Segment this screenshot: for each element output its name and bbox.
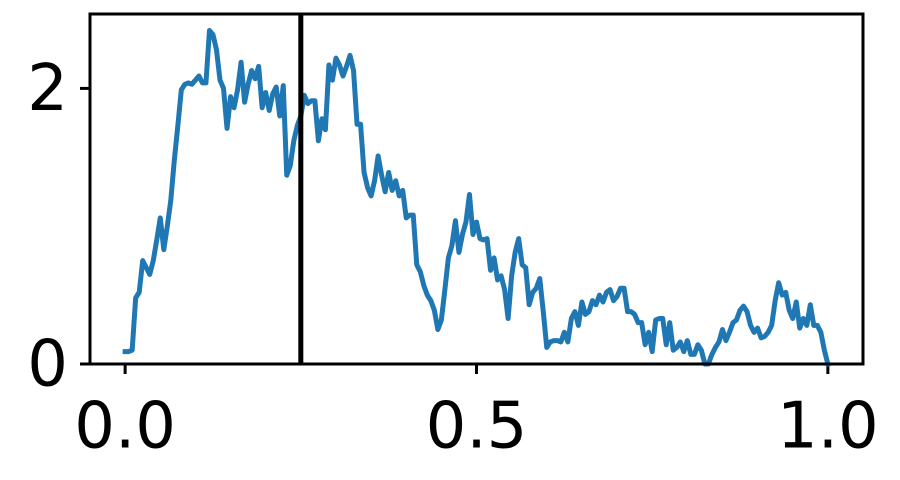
plot-frame (88, 12, 865, 366)
x-tick-label: 1.0 (777, 390, 879, 464)
x-tick-label: 0.0 (74, 390, 176, 464)
data-line (122, 28, 831, 368)
x-tick-label: 0.5 (426, 390, 528, 464)
y-tick-label: 0 (27, 328, 68, 402)
y-tick-label: 2 (27, 52, 68, 126)
